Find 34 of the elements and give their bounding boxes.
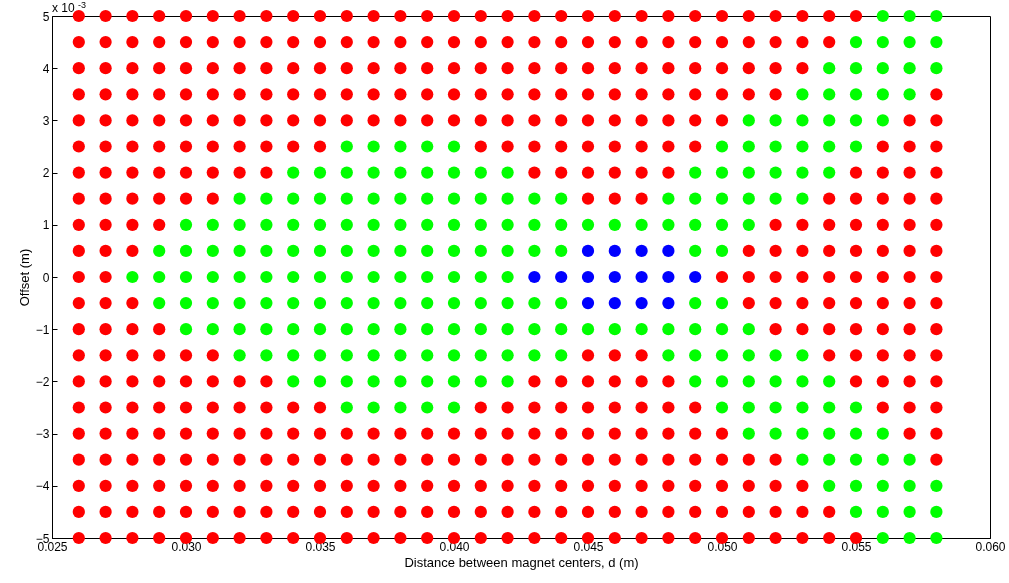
point [608,270,621,284]
text: x 10-3 [52,0,87,15]
point [555,270,568,284]
y-tick-label: −2 [35,374,50,389]
point [689,270,702,284]
y-tick-label: 2 [42,166,50,181]
point [662,270,675,284]
x-tick-label: 0.045 [573,539,604,554]
point [662,244,675,258]
point [635,244,648,258]
x-axis-title: Distance between magnet centers, d (m) [404,554,639,570]
y-tick-label: 5 [42,9,50,24]
point [635,296,648,310]
y-tick-label: −4 [35,479,50,494]
point [581,296,595,310]
y-tick-label: 1 [42,218,50,233]
y-tick-label: −1 [35,322,50,337]
y-axis-title: Offset (m) [16,248,32,307]
y-tick-label: 3 [42,113,50,128]
y-tick-label: 4 [42,61,50,76]
x-tick-label: 0.035 [305,539,336,554]
y-tick-label: 0 [42,270,50,285]
point [581,244,595,258]
x-tick-label: 0.055 [841,539,872,554]
y-tick-label: −3 [35,427,50,442]
point [581,270,595,284]
point [608,296,621,310]
point [635,270,648,284]
point [608,244,621,258]
x-tick-label: 0.040 [439,539,470,554]
x-tick-label: 0.060 [975,539,1006,554]
point [528,270,541,284]
x-tick-label: 0.030 [171,539,202,554]
point [662,296,675,310]
